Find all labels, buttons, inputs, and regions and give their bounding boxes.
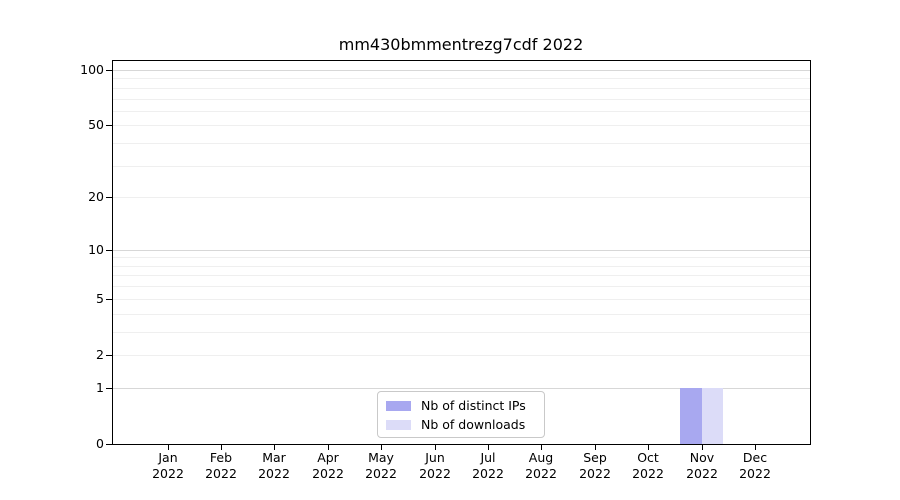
y-tick-mark bbox=[106, 299, 113, 300]
y-tick-label: 50 bbox=[88, 117, 104, 132]
gridline-minor bbox=[113, 266, 810, 267]
x-tick-label: Jun 2022 bbox=[419, 450, 451, 481]
y-tick-label: 100 bbox=[80, 62, 104, 77]
x-tick-label: Feb 2022 bbox=[205, 450, 237, 481]
x-tick-mark bbox=[168, 445, 169, 450]
y-tick-mark bbox=[106, 250, 113, 251]
gridline-major bbox=[113, 388, 810, 389]
gridline-major bbox=[113, 250, 810, 251]
x-tick-mark bbox=[435, 445, 436, 450]
x-tick-label: Oct 2022 bbox=[632, 450, 664, 481]
gridline-minor bbox=[113, 78, 810, 79]
y-tick-label: 1 bbox=[96, 380, 104, 395]
x-tick-mark bbox=[648, 445, 649, 450]
x-tick-label: Nov 2022 bbox=[686, 450, 718, 481]
gridline-minor bbox=[113, 257, 810, 258]
legend-swatch-downloads bbox=[386, 419, 411, 430]
legend-label-downloads: Nb of downloads bbox=[421, 417, 526, 432]
gridline-minor bbox=[113, 88, 810, 89]
plot-area bbox=[112, 60, 811, 445]
x-tick-label: May 2022 bbox=[365, 450, 397, 481]
x-tick-label: Jan 2022 bbox=[152, 450, 184, 481]
x-tick-mark bbox=[541, 445, 542, 450]
x-tick-mark bbox=[488, 445, 489, 450]
y-tick-label: 2 bbox=[96, 347, 104, 362]
gridline-major bbox=[113, 70, 810, 71]
gridline-minor bbox=[113, 143, 810, 144]
x-tick-label: Jul 2022 bbox=[472, 450, 504, 481]
y-tick-mark bbox=[106, 444, 113, 445]
chart-title: mm430bmmentrezg7cdf 2022 bbox=[338, 35, 584, 54]
y-tick-label: 10 bbox=[88, 242, 104, 257]
x-tick-label: Dec 2022 bbox=[739, 450, 771, 481]
x-tick-mark bbox=[381, 445, 382, 450]
legend-label-distinct-ips: Nb of distinct IPs bbox=[421, 398, 526, 413]
gridline-minor bbox=[113, 299, 810, 300]
x-tick-mark bbox=[595, 445, 596, 450]
gridline-minor bbox=[113, 197, 810, 198]
x-tick-mark bbox=[328, 445, 329, 450]
gridline-minor bbox=[113, 111, 810, 112]
x-tick-mark bbox=[755, 445, 756, 450]
y-tick-mark bbox=[106, 355, 113, 356]
gridline-minor bbox=[113, 99, 810, 100]
gridline-minor bbox=[113, 166, 810, 167]
legend-item-distinct-ips: Nb of distinct IPs bbox=[386, 398, 536, 413]
y-tick-label: 0 bbox=[96, 436, 104, 451]
bar-distinct-ips bbox=[680, 388, 702, 444]
y-tick-mark bbox=[106, 70, 113, 71]
x-tick-label: Aug 2022 bbox=[525, 450, 557, 481]
gridline-minor bbox=[113, 275, 810, 276]
y-tick-label: 20 bbox=[88, 189, 104, 204]
x-tick-label: Apr 2022 bbox=[312, 450, 344, 481]
x-tick-label: Sep 2022 bbox=[579, 450, 611, 481]
x-tick-mark bbox=[221, 445, 222, 450]
gridline-minor bbox=[113, 332, 810, 333]
y-tick-mark bbox=[106, 388, 113, 389]
y-tick-mark bbox=[106, 197, 113, 198]
gridline-minor bbox=[113, 355, 810, 356]
gridline-minor bbox=[113, 314, 810, 315]
legend: Nb of distinct IPs Nb of downloads bbox=[377, 391, 545, 438]
x-tick-mark bbox=[274, 445, 275, 450]
legend-swatch-distinct-ips bbox=[386, 400, 411, 411]
bar-downloads bbox=[701, 388, 723, 444]
gridline-minor bbox=[113, 286, 810, 287]
legend-item-downloads: Nb of downloads bbox=[386, 417, 536, 432]
gridline-minor bbox=[113, 125, 810, 126]
x-tick-mark bbox=[702, 445, 703, 450]
x-tick-label: Mar 2022 bbox=[258, 450, 290, 481]
y-tick-label: 5 bbox=[96, 291, 104, 306]
y-tick-mark bbox=[106, 125, 113, 126]
